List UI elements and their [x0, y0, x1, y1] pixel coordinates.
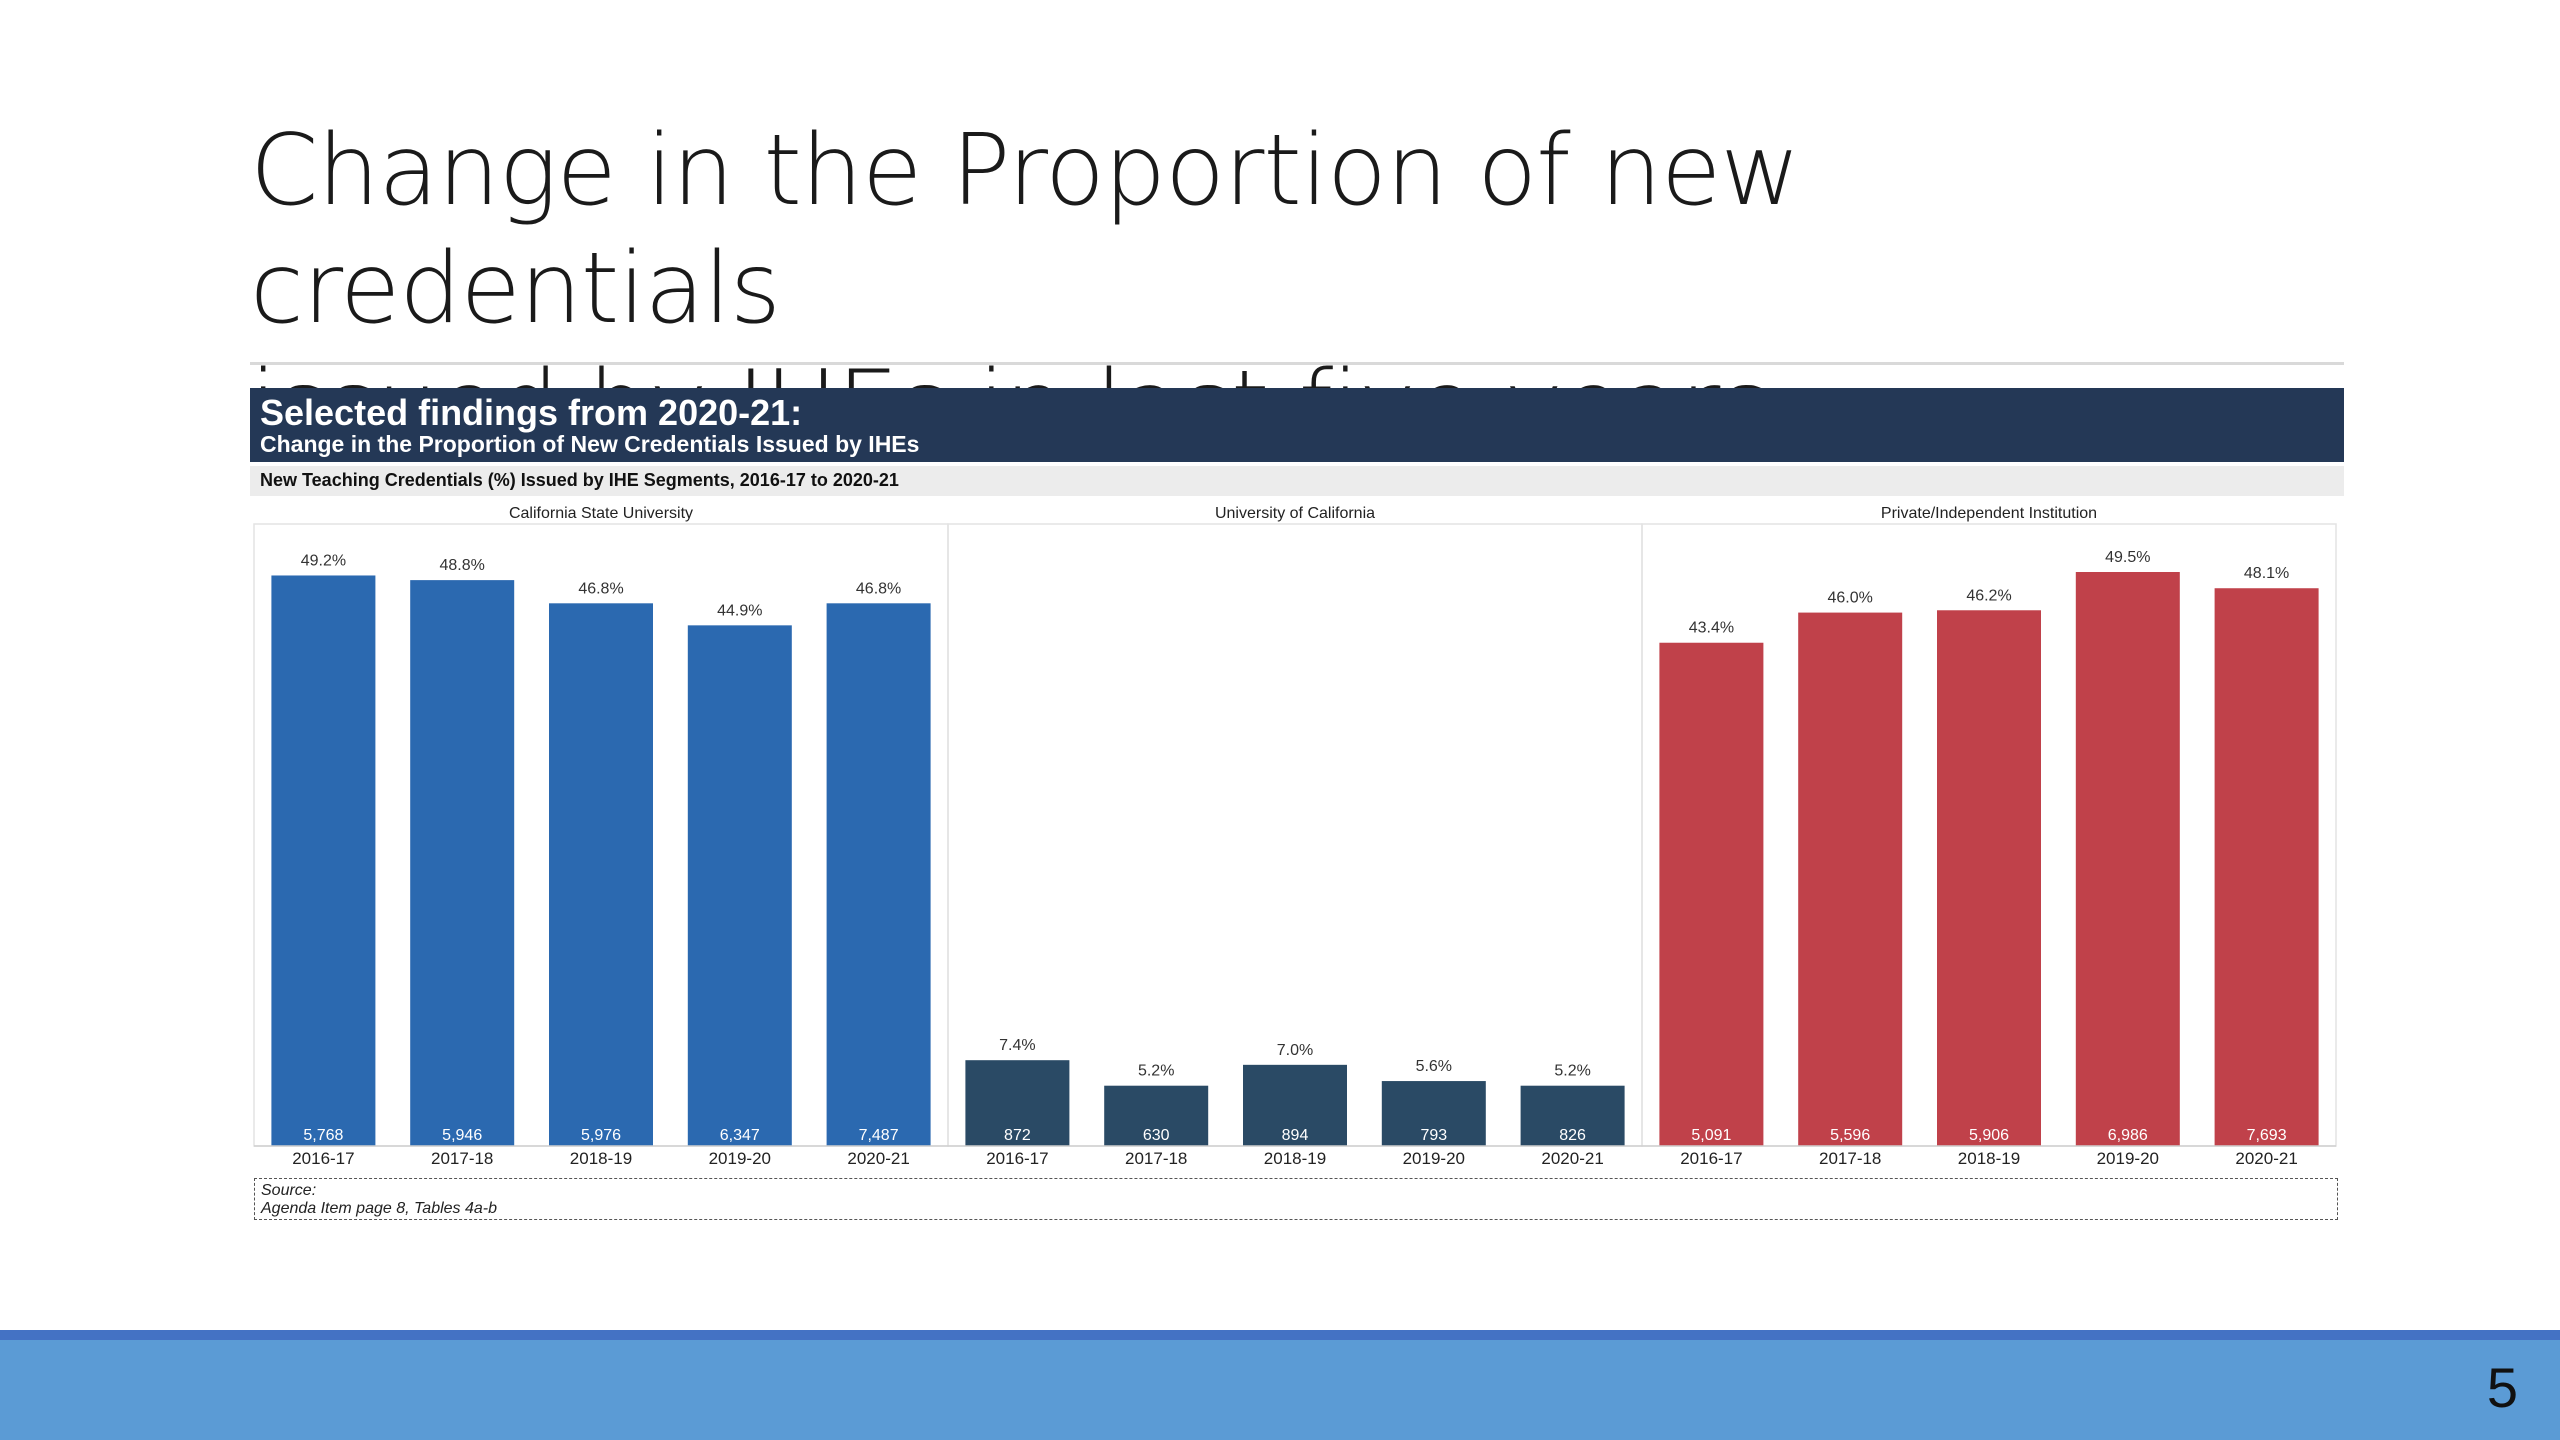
bar-count-label: 872	[1004, 1127, 1031, 1144]
bar	[410, 580, 515, 1146]
panel-header: University of California	[1215, 505, 1375, 522]
x-tick-label: 2017-18	[1125, 1149, 1187, 1168]
bar	[1520, 1085, 1625, 1146]
x-tick-label: 2018-19	[570, 1149, 632, 1168]
bar-count-label: 630	[1143, 1127, 1170, 1144]
bar-value-label: 46.8%	[856, 580, 901, 597]
bar-count-label: 793	[1420, 1127, 1447, 1144]
bar	[2214, 588, 2319, 1146]
bar-value-label: 7.4%	[999, 1037, 1035, 1054]
x-tick-label: 2020-21	[1541, 1149, 1603, 1168]
bar	[965, 1060, 1070, 1146]
panel-header: California State University	[509, 505, 693, 522]
bar	[687, 625, 792, 1146]
bar-count-label: 894	[1282, 1127, 1309, 1144]
slide-title-line-1: Change in the Proportion of new credenti…	[250, 114, 1800, 346]
x-tick-label: 2016-17	[986, 1149, 1048, 1168]
page-number: 5	[2486, 1356, 2518, 1419]
bar-count-label: 5,596	[1830, 1127, 1870, 1144]
bar	[1243, 1064, 1347, 1146]
banner-subtitle: Change in the Proportion of New Credenti…	[260, 431, 920, 457]
x-tick-label: 2017-18	[431, 1149, 493, 1168]
bar	[1659, 642, 1764, 1146]
bar-value-label: 5.6%	[1416, 1058, 1452, 1075]
bar-value-label: 44.9%	[717, 602, 762, 619]
x-tick-label: 2016-17	[292, 1149, 354, 1168]
bar	[1104, 1085, 1209, 1146]
bar-count-label: 6,347	[720, 1127, 760, 1144]
bar-value-label: 46.2%	[1966, 587, 2011, 604]
bar-value-label: 43.4%	[1689, 620, 1734, 637]
x-tick-label: 2019-20	[2097, 1149, 2159, 1168]
bar-value-label: 46.8%	[578, 580, 623, 597]
x-tick-label: 2019-20	[1403, 1149, 1465, 1168]
bar-count-label: 5,091	[1691, 1127, 1731, 1144]
bar-count-label: 7,487	[859, 1127, 899, 1144]
bar	[1798, 612, 1903, 1146]
bar	[1381, 1081, 1486, 1146]
bar-value-label: 49.5%	[2105, 549, 2150, 566]
source-box: Source: Agenda Item page 8, Tables 4a-b	[254, 1178, 2338, 1220]
bar-value-label: 48.1%	[2244, 565, 2289, 582]
bar-value-label: 7.0%	[1277, 1042, 1313, 1059]
x-tick-label: 2018-19	[1264, 1149, 1326, 1168]
bar-value-label: 48.8%	[440, 557, 485, 574]
x-tick-label: 2019-20	[709, 1149, 771, 1168]
footer-accent-line	[0, 1330, 2560, 1340]
bar-count-label: 5,976	[581, 1127, 621, 1144]
x-tick-label: 2016-17	[1680, 1149, 1742, 1168]
chart-subheader: New Teaching Credentials (%) Issued by I…	[250, 466, 2344, 496]
source-text: Agenda Item page 8, Tables 4a-b	[261, 1200, 498, 1217]
bar-value-label: 5.2%	[1554, 1063, 1590, 1080]
bar-count-label: 7,693	[2247, 1127, 2287, 1144]
bar-value-label: 49.2%	[301, 552, 346, 569]
bar-count-label: 5,768	[303, 1127, 343, 1144]
footer-bar	[0, 1340, 2560, 1440]
x-tick-label: 2020-21	[2235, 1149, 2297, 1168]
bar	[2075, 572, 2180, 1146]
bar-value-label: 46.0%	[1828, 590, 1873, 607]
x-tick-label: 2020-21	[847, 1149, 909, 1168]
findings-banner: Selected findings from 2020-21: Change i…	[250, 388, 2344, 462]
source-label: Source:	[261, 1182, 317, 1199]
bar	[1937, 610, 2041, 1146]
bar	[826, 603, 931, 1146]
bar-count-label: 6,986	[2108, 1127, 2148, 1144]
bar-count-label: 5,906	[1969, 1127, 2009, 1144]
bar-value-label: 5.2%	[1138, 1063, 1174, 1080]
x-tick-label: 2018-19	[1958, 1149, 2020, 1168]
chart-subheader-text: New Teaching Credentials (%) Issued by I…	[260, 470, 899, 490]
bar	[549, 603, 653, 1146]
title-divider	[250, 362, 2344, 365]
bar-count-label: 826	[1559, 1127, 1586, 1144]
x-tick-label: 2017-18	[1819, 1149, 1881, 1168]
bar	[271, 575, 376, 1146]
panel-header: Private/Independent Institution	[1881, 505, 2097, 522]
bar-count-label: 5,946	[442, 1127, 482, 1144]
banner-title: Selected findings from 2020-21:	[260, 392, 803, 433]
